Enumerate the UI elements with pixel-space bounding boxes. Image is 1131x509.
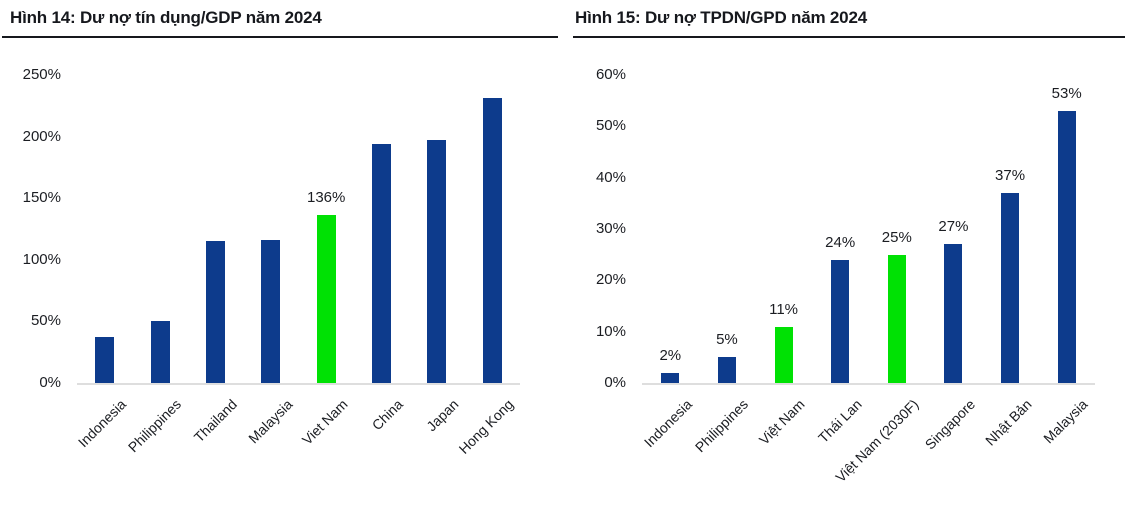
y-tick-label-10: 10% [595,322,626,340]
bar-0 [95,337,115,383]
bar-2 [205,241,225,383]
bar-4 [887,254,906,383]
bar-value-label-7: 53% [1051,84,1082,102]
y-tick-label-60: 60% [595,66,626,83]
bar-value-label-4: 25% [881,228,912,246]
bar-value-label-4: 136% [307,189,346,207]
y-tick-label-40: 40% [595,168,626,186]
bar-5 [372,143,392,383]
bar-4 [316,215,336,383]
bar-value-label-0: 2% [659,346,682,364]
x-axis-label-3: Malaysia [244,396,296,447]
figure-14-title-rule [2,36,558,38]
x-axis-label-5: Singapore [921,396,978,453]
x-axis-label-3: Thái Lan [814,396,865,446]
bar-value-label-6: 37% [995,167,1026,185]
x-axis-label-7: Hong Kong [455,396,517,457]
figure-15-bar-chart: 0% 10% 20% 30% 40% 50% 60% 2% Indonesia 5% Philipp… [565,0,1131,509]
bar-6 [427,140,447,383]
bar-1 [150,321,170,383]
y-tick-label-30: 30% [595,220,626,237]
bar-2 [774,326,793,383]
bar-1 [717,357,736,383]
figure-15-title: Hình 15: Dư nợ TPDN/GPD năm 2024 [575,8,867,27]
x-axis-label-6: Nhật Bản [981,396,1035,449]
figure-15: Hình 15: Dư nợ TPDN/GPD năm 2024 0% 10% 20… [565,0,1131,509]
bar-6 [1001,193,1020,383]
x-axis-label-1: Philippines [692,396,752,456]
y-tick-label-150: 150% [22,189,61,207]
x-axis-label-7: Malaysia [1040,396,1092,447]
y-tick-label-0: 0% [604,374,626,391]
x-axis-label-0: Indonesia [74,396,130,451]
y-tick-label-100: 100% [22,250,61,268]
bar-3 [261,240,281,383]
y-tick-label-50: 50% [595,117,626,135]
y-tick-label-250: 250% [22,66,61,83]
y-tick-label-200: 200% [22,127,61,145]
bar-value-label-5: 27% [938,218,969,236]
y-tick-label-20: 20% [595,271,626,289]
x-axis-line [642,383,1095,385]
bar-value-label-1: 5% [716,331,738,349]
x-axis-label-4: Viet Nam [298,396,351,448]
figure-15-title-rule [573,36,1125,38]
bar-value-label-3: 24% [825,233,856,251]
bar-3 [831,259,850,383]
bar-7 [1057,110,1076,383]
bar-0 [661,372,680,383]
x-axis-line [77,383,520,385]
x-axis-label-2: Việt Nam [756,396,808,448]
x-axis-label-0: Indonesia [640,396,695,451]
figure-14-bar-chart: 0% 50% 100% 150% 200% 250% Indonesia Philippine… [0,0,565,509]
figure-14: Hình 14: Dư nợ tín dụng/GDP năm 2024 0% 5… [0,0,565,509]
x-axis-label-6: Japan [422,396,462,435]
bar-5 [944,244,963,383]
bar-value-label-2: 11% [769,300,799,318]
x-axis-label-1: Philippines [125,396,185,456]
y-tick-label-0: 0% [39,374,61,391]
figure-14-title: Hình 14: Dư nợ tín dụng/GDP năm 2024 [10,8,322,27]
y-tick-label-50: 50% [30,312,61,330]
x-axis-label-2: Thailand [190,396,240,446]
x-axis-label-5: China [368,396,406,434]
bar-7 [482,98,502,383]
